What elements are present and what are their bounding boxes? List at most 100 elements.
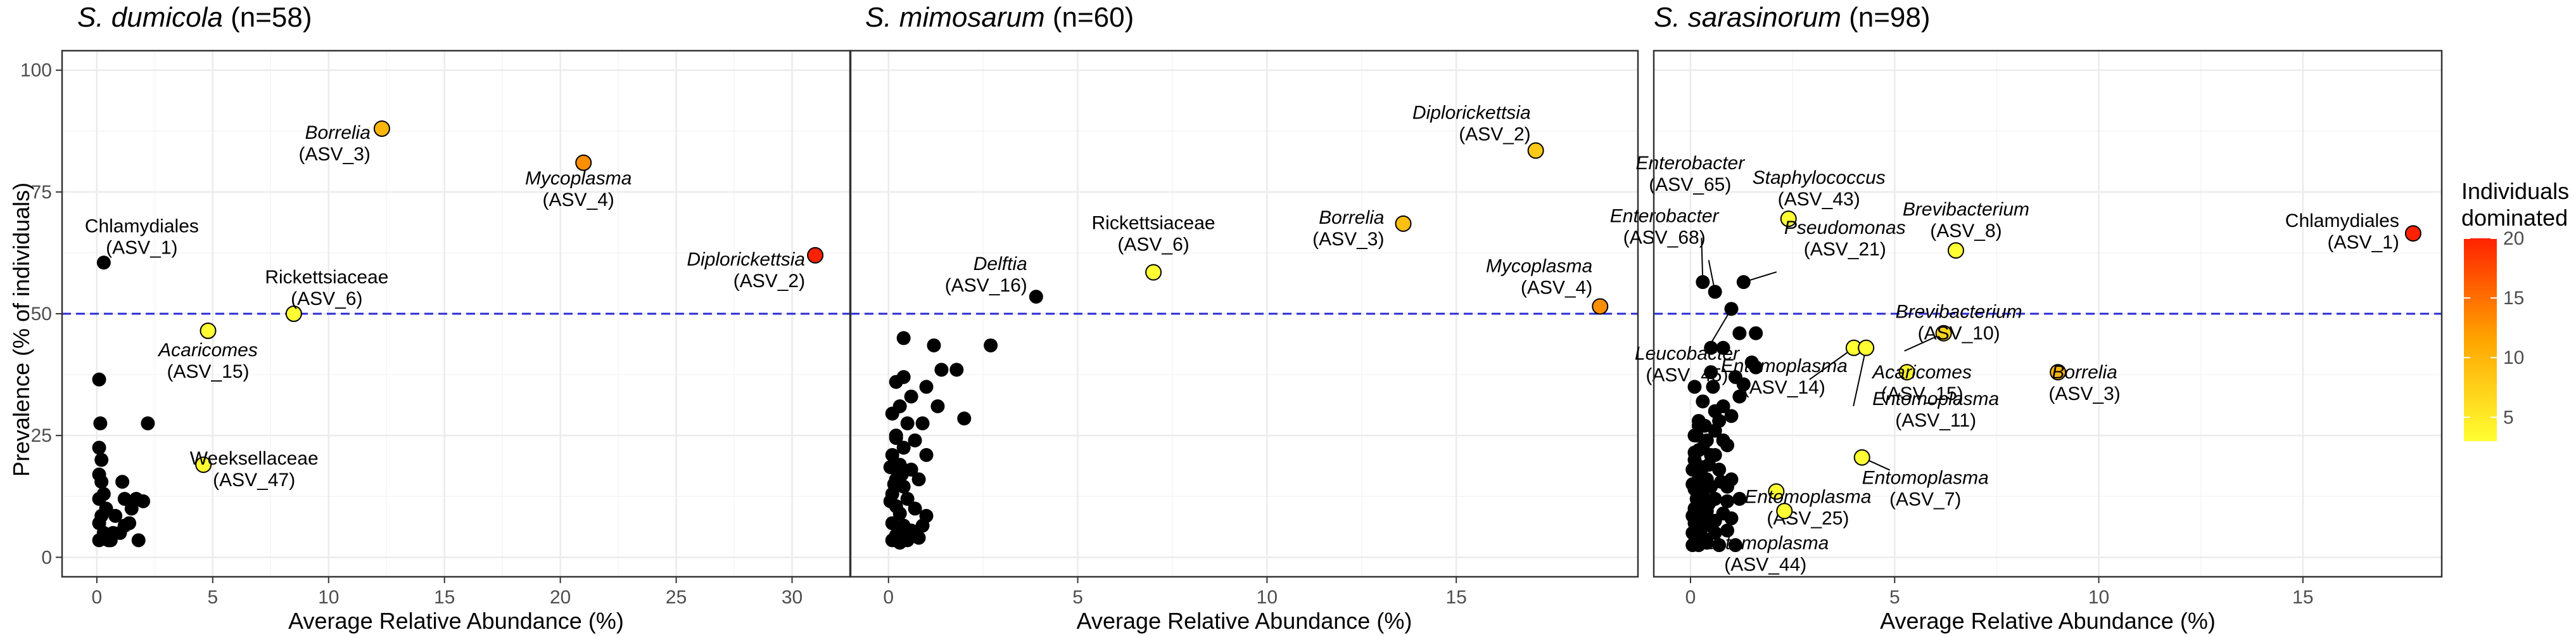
point — [930, 399, 945, 414]
x-tick-label: 0 — [92, 587, 103, 608]
point — [1728, 538, 1742, 553]
point — [1708, 285, 1722, 299]
y-tick-label: 25 — [31, 425, 52, 446]
point-label-asv: (ASV_4) — [543, 190, 614, 210]
point-label-name: Borrelia — [1319, 207, 1384, 228]
point — [883, 494, 898, 508]
point-label-name: Enterobacter — [1635, 153, 1745, 174]
point-label-asv: (ASV_8) — [1930, 221, 2002, 241]
point — [1696, 394, 1710, 409]
point-label-asv: (ASV_1) — [2327, 232, 2399, 253]
point — [908, 501, 922, 516]
legend-tick-label: 20 — [2503, 228, 2524, 249]
panel-title-sarasinorum: S. sarasinorum (n=98) — [1654, 2, 1931, 33]
point — [915, 416, 930, 430]
point — [1687, 446, 1702, 460]
point — [1702, 458, 1716, 472]
highlight-point — [1935, 325, 1952, 342]
point-label-name: Entomoplasma — [1862, 468, 1989, 489]
point-label-name: Staphylococcus — [1753, 167, 1886, 188]
highlight-point — [1947, 242, 1964, 259]
point — [117, 492, 132, 506]
x-axis-label: Average Relative Abundance (%) — [288, 608, 624, 634]
label-leader — [1809, 347, 1855, 380]
label-leader — [1706, 308, 1732, 350]
point-label-asv: (ASV_44) — [1724, 554, 1806, 575]
point — [1685, 508, 1700, 523]
point — [885, 447, 899, 462]
x-tick-label: 10 — [318, 587, 339, 608]
point — [136, 494, 151, 508]
point-label-asv: (ASV_65) — [1649, 174, 1731, 195]
point-label-asv: (ASV_4) — [1521, 277, 1592, 298]
highlight-point — [1858, 339, 1875, 356]
highlight-point — [2404, 225, 2421, 242]
point-label-name: Chlamydiales — [2285, 210, 2399, 231]
label-leader — [1853, 347, 1867, 407]
legend-tick-label: 5 — [2503, 407, 2514, 428]
x-tick-label: 10 — [2088, 587, 2109, 608]
point-label-asv: (ASV_15) — [167, 361, 249, 382]
point — [1697, 418, 1712, 433]
point — [92, 372, 106, 387]
point-label-asv: (ASV_16) — [945, 275, 1027, 296]
legend-title-line2: dominated — [2461, 205, 2568, 231]
legend-tick-label: 15 — [2503, 288, 2524, 309]
point-label-name: Entomoplasma — [1702, 532, 1829, 553]
point — [1724, 409, 1739, 423]
point-label-name: Borrelia — [305, 122, 371, 143]
point-label-name: Entomoplasma — [1744, 487, 1871, 508]
point — [1749, 326, 1763, 340]
point-label-name: Rickettsiaceae — [265, 267, 388, 288]
point — [1689, 428, 1704, 443]
highlight-point — [1527, 142, 1544, 159]
point — [1687, 380, 1702, 394]
point — [1712, 538, 1727, 553]
point — [896, 523, 911, 537]
point-label-name: Diplorickettsia — [687, 249, 805, 270]
point — [887, 477, 901, 491]
point-label-name: Entomoplasma — [1872, 389, 1999, 409]
highlight-point — [807, 247, 824, 264]
point — [92, 441, 106, 455]
point — [896, 331, 911, 345]
point-label-name: Mycoplasma — [525, 168, 631, 189]
panel-plot-1: 0 5 10 15Diplorickettsia(ASV_2)Borrelia(ASV… — [849, 49, 1639, 634]
point — [1696, 275, 1710, 290]
point — [883, 460, 898, 475]
highlight-point — [1145, 264, 1162, 281]
point-label-asv: (ASV_10) — [1918, 323, 2000, 344]
highlight-point — [1898, 364, 1915, 381]
point — [949, 363, 964, 377]
point — [915, 518, 930, 533]
point — [885, 516, 899, 531]
panel-dumicola: S. dumicola (n=58) — [77, 2, 312, 33]
x-tick-label: 5 — [1889, 587, 1900, 608]
point — [1749, 360, 1763, 375]
x-tick-label: 0 — [883, 587, 894, 608]
point — [94, 475, 109, 489]
point — [1706, 380, 1720, 394]
point — [141, 416, 155, 430]
point-label-asv: (ASV_7) — [1889, 489, 1961, 510]
x-axis-label: Average Relative Abundance (%) — [1077, 608, 1412, 634]
point — [1714, 475, 1729, 489]
point — [1704, 365, 1718, 380]
point — [934, 363, 949, 377]
point — [1724, 302, 1739, 316]
point — [1732, 389, 1747, 404]
point-label-name: Diplorickettsia — [1412, 103, 1531, 124]
highlight-point — [200, 322, 217, 339]
point-label-asv: (ASV_43) — [1778, 189, 1860, 210]
y-axis-label: Prevalence (% of individuals) — [8, 183, 34, 477]
x-tick-label: 0 — [1685, 587, 1696, 608]
point — [900, 416, 915, 430]
point-label-asv: (ASV_3) — [2048, 383, 2120, 404]
legend-colorbar — [2464, 238, 2497, 441]
point — [1720, 494, 1735, 508]
point-label-name: Enterobacter — [1610, 205, 1720, 226]
highlight-point — [1592, 298, 1609, 315]
point — [108, 508, 123, 523]
highlight-point — [373, 120, 390, 137]
point — [1732, 326, 1747, 340]
